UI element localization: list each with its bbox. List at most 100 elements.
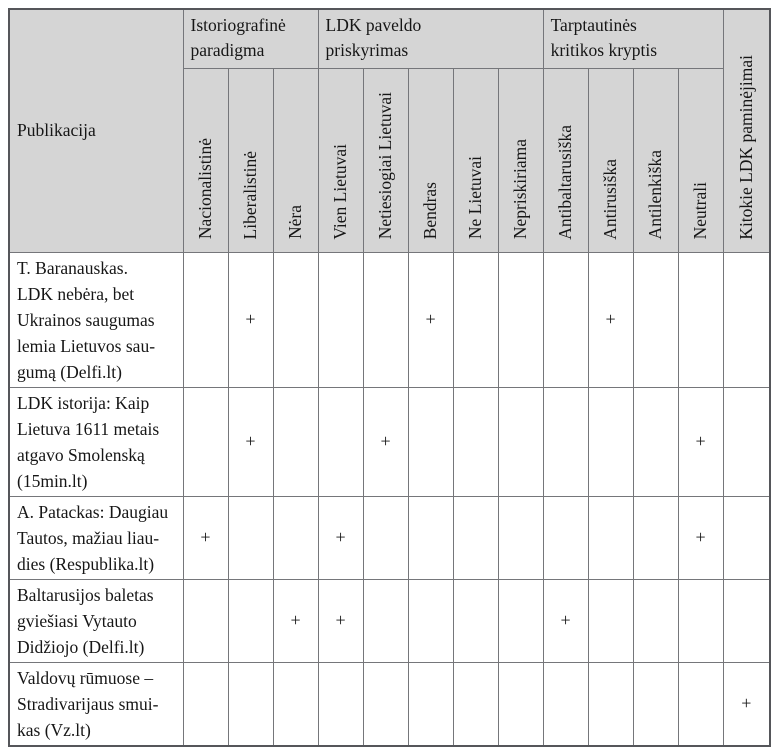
publication-analysis-table: Publikacija Istoriografinė paradigma LDK… <box>8 8 772 747</box>
mark-cell <box>452 251 499 388</box>
mark-cell: + <box>362 386 409 497</box>
mark-cell <box>542 386 589 497</box>
column-header-nacionalistine: Nacionalistinė <box>182 67 229 253</box>
mark-cell: + <box>317 495 364 580</box>
mark-cell <box>497 661 544 746</box>
group-header-row: Publikacija Istoriografinė paradigma LDK… <box>8 8 771 253</box>
mark-cell <box>317 661 364 746</box>
column-header-kitokie-ldk-paminejimai: Kitokie LDK paminėjimai <box>722 8 771 253</box>
table-row: A. Patackas: Daugiau Tautos, mažiau liau… <box>8 495 771 580</box>
publication-cell: LDK istorija: Kaip Lietuva 1611 metais a… <box>8 386 184 497</box>
rotated-header-label: Antilenkiška <box>644 150 665 240</box>
mark-cell <box>587 578 634 663</box>
mark-cell <box>227 578 274 663</box>
column-header-neutrali: Neutrali <box>677 67 724 253</box>
mark-cell <box>182 251 229 388</box>
column-header-antibaltarusiska: Antibaltarusiška <box>542 67 589 253</box>
mark-cell <box>452 495 499 580</box>
column-header-netiesiogiai-lietuvai: Netiesiogiai Lietuvai <box>362 67 409 253</box>
mark-cell <box>632 578 679 663</box>
mark-cell <box>677 661 724 746</box>
mark-cell <box>722 251 771 388</box>
table-body: T. Baranauskas. LDK nebėra, bet Ukrainos… <box>8 251 771 746</box>
column-header-vien-lietuvai: Vien Lietuvai <box>317 67 364 253</box>
table-header: Publikacija Istoriografinė paradigma LDK… <box>8 8 771 253</box>
mark-cell <box>497 386 544 497</box>
column-header-ne-lietuvai: Ne Lietuvai <box>452 67 499 253</box>
rotated-header-label: Nacionalistinė <box>194 138 215 240</box>
mark-cell <box>362 578 409 663</box>
mark-cell <box>317 386 364 497</box>
mark-cell <box>452 386 499 497</box>
mark-cell <box>542 661 589 746</box>
rotated-header-label: Ne Lietuvai <box>464 156 485 240</box>
mark-cell <box>272 251 319 388</box>
rotated-header-label: Neutrali <box>689 182 710 240</box>
mark-cell <box>452 661 499 746</box>
publication-cell: Baltarusijos baletas gviešiasi Vytauto D… <box>8 578 184 663</box>
rotated-header-label: Nepriskiriama <box>509 139 530 240</box>
mark-cell <box>587 661 634 746</box>
table-row: LDK istorija: Kaip Lietuva 1611 metais a… <box>8 386 771 497</box>
mark-cell <box>407 661 454 746</box>
mark-cell <box>362 495 409 580</box>
column-header-bendras: Bendras <box>407 67 454 253</box>
group-header-istoriografine-paradigma: Istoriografinė paradigma <box>182 8 319 69</box>
mark-cell <box>272 386 319 497</box>
group-header-ldk-paveldo-priskyrimas: LDK paveldo priskyrimas <box>317 8 544 69</box>
rotated-header-label: Antibaltarusiška <box>554 124 575 240</box>
rotated-header-label: Netiesiogiai Lietuvai <box>374 92 395 240</box>
column-header-antirusiska: Antirusiška <box>587 67 634 253</box>
mark-cell <box>272 495 319 580</box>
mark-cell <box>722 386 771 497</box>
rotated-header-row: Nacionalistinė Liberalistinė Nėra Vien L… <box>9 67 770 253</box>
mark-cell <box>407 386 454 497</box>
mark-cell: + <box>677 386 724 497</box>
mark-cell: + <box>227 251 274 388</box>
group-header-tarptautines-kritikos-kryptis: Tarptautinės kritikos kryptis <box>542 8 724 69</box>
table-row: Valdovų rūmuose – Stradivarijaus smui- k… <box>8 661 771 746</box>
mark-cell <box>497 578 544 663</box>
mark-cell <box>587 386 634 497</box>
mark-cell <box>632 251 679 388</box>
mark-cell <box>227 661 274 746</box>
rotated-header-label: Antirusiška <box>599 158 620 240</box>
mark-cell <box>407 578 454 663</box>
mark-cell: + <box>542 578 589 663</box>
mark-cell <box>317 251 364 388</box>
mark-cell <box>182 578 229 663</box>
mark-cell <box>497 251 544 388</box>
mark-cell: + <box>587 251 634 388</box>
rotated-header-label: Vien Lietuvai <box>329 143 350 240</box>
mark-cell <box>632 495 679 580</box>
mark-cell: + <box>677 495 724 580</box>
mark-cell: + <box>182 495 229 580</box>
mark-cell <box>407 495 454 580</box>
rotated-header-label: Liberalistinė <box>239 151 260 240</box>
table-row: Baltarusijos baletas gviešiasi Vytauto D… <box>8 578 771 663</box>
mark-cell: + <box>317 578 364 663</box>
mark-cell <box>182 661 229 746</box>
table-row: T. Baranauskas. LDK nebėra, bet Ukrainos… <box>8 251 771 388</box>
mark-cell: + <box>722 661 771 746</box>
mark-cell <box>677 578 724 663</box>
mark-cell: + <box>227 386 274 497</box>
mark-cell: + <box>407 251 454 388</box>
publication-cell: A. Patackas: Daugiau Tautos, mažiau liau… <box>8 495 184 580</box>
mark-cell <box>542 251 589 388</box>
mark-cell <box>362 661 409 746</box>
column-header-nera: Nėra <box>272 67 319 253</box>
column-header-nepriskiriama: Nepriskiriama <box>497 67 544 253</box>
rotated-header-label: Nėra <box>284 205 305 240</box>
document-page: Publikacija Istoriografinė paradigma LDK… <box>8 8 772 747</box>
publication-cell: Valdovų rūmuose – Stradivarijaus smui- k… <box>8 661 184 746</box>
mark-cell <box>587 495 634 580</box>
column-header-liberalistine: Liberalistinė <box>227 67 274 253</box>
mark-cell <box>542 495 589 580</box>
column-header-antilenkiska: Antilenkiška <box>632 67 679 253</box>
mark-cell <box>452 578 499 663</box>
mark-cell <box>497 495 544 580</box>
mark-cell <box>722 578 771 663</box>
publication-cell: T. Baranauskas. LDK nebėra, bet Ukrainos… <box>8 251 184 388</box>
mark-cell <box>632 661 679 746</box>
